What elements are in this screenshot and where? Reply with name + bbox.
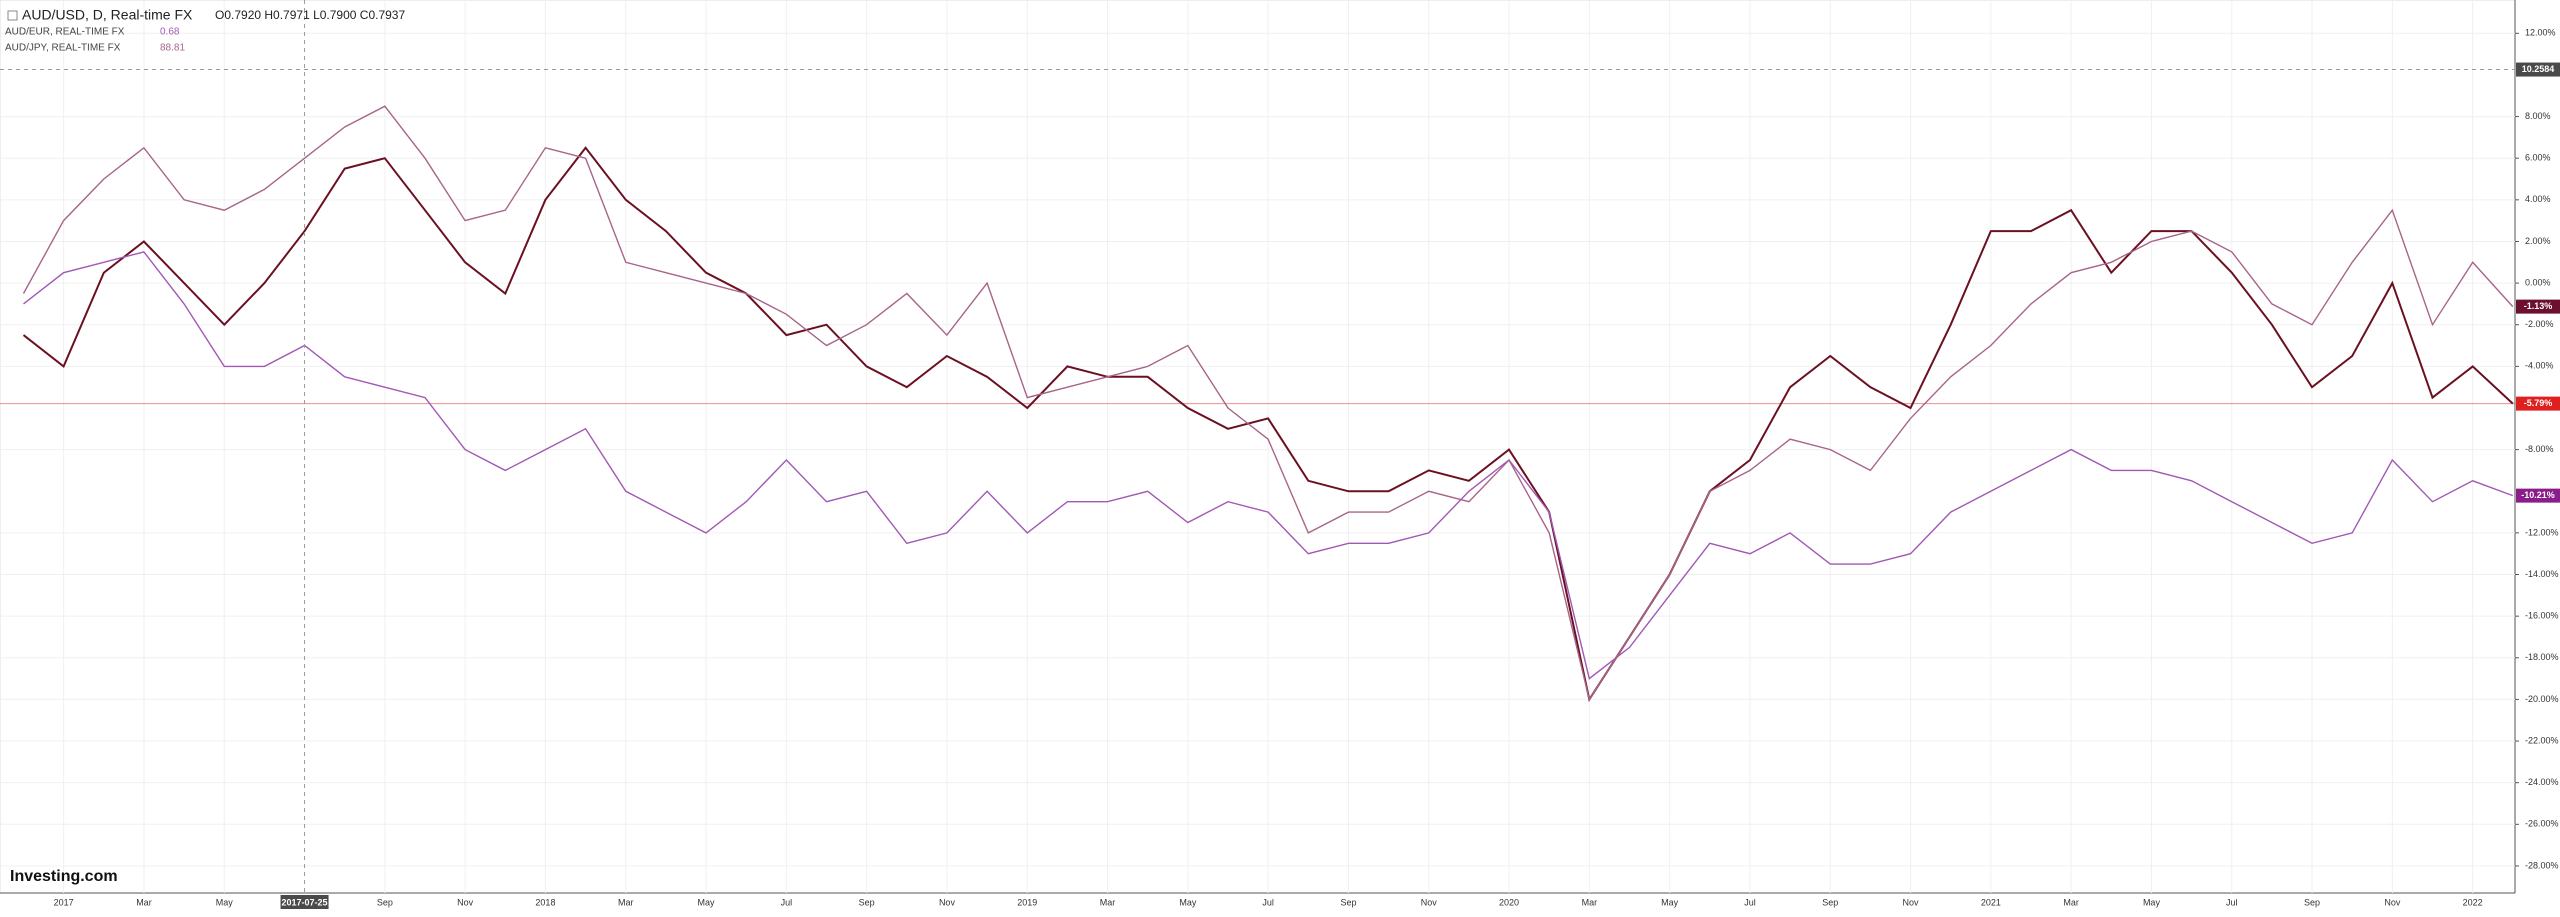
y-tick-label: -28.00% <box>2525 860 2559 870</box>
x-tick-label: Nov <box>1903 897 1920 907</box>
grid <box>0 0 2519 893</box>
x-tick-label: May <box>698 897 716 907</box>
x-tick-label: Sep <box>377 897 393 907</box>
y-tick-label: -14.00% <box>2525 569 2559 579</box>
last-value-box <box>2516 396 2560 411</box>
legend-entry: AUD/EUR, REAL-TIME FX <box>5 27 125 38</box>
y-tick-label: -24.00% <box>2525 777 2559 787</box>
crosshair-x-box <box>280 895 329 909</box>
y-tick-label: -18.00% <box>2525 652 2559 662</box>
x-tick-label: May <box>1179 897 1197 907</box>
x-tick-label: 2021 <box>1981 897 2001 907</box>
x-tick-label: 2019 <box>1017 897 1037 907</box>
x-tick-label: 2020 <box>1499 897 1519 907</box>
x-tick-label: Nov <box>939 897 956 907</box>
y-tick-label: -2.00% <box>2525 319 2554 329</box>
x-tick-label: 2022 <box>2463 897 2483 907</box>
y-tick-label: -8.00% <box>2525 444 2554 454</box>
labels: 12.00% 8.00% 6.00% 4.00% 2.00% 0.00% -2.00% -4.… <box>54 28 2560 909</box>
collapse-icon[interactable] <box>7 10 18 21</box>
crosshair-x-label: 2017-07-25 <box>282 897 328 907</box>
series-lines <box>0 0 2515 893</box>
x-tick-label: Mar <box>1582 897 1598 907</box>
x-tick-label: Mar <box>136 897 152 907</box>
series-title: AUD/USD, D, Real-time FX <box>22 7 193 23</box>
y-tick-label: -26.00% <box>2525 819 2559 829</box>
x-tick-label: Mar <box>1100 897 1116 907</box>
last-value-box <box>2516 299 2560 314</box>
plot-area <box>0 0 2516 894</box>
x-tick-label: Sep <box>1340 897 1356 907</box>
y-tick-label: -16.00% <box>2525 611 2559 621</box>
x-tick-label: Jul <box>781 897 793 907</box>
x-tick-label: 2017 <box>54 897 74 907</box>
series-line <box>22 105 2514 702</box>
legend-quote: 88.81 <box>160 43 185 54</box>
x-tick-label: 2018 <box>535 897 555 907</box>
last-value-box <box>2516 488 2560 503</box>
y-tick-label: 12.00% <box>2525 28 2556 38</box>
x-tick-label: Nov <box>1421 897 1438 907</box>
x-tick-label: May <box>1661 897 1679 907</box>
y-tick-label: 6.00% <box>2525 153 2551 163</box>
x-tick-label: Jul <box>1262 897 1274 907</box>
series-line <box>22 146 2514 702</box>
x-tick-label: Sep <box>859 897 875 907</box>
last-value-label: -1.13% <box>2524 301 2553 311</box>
y-tick-label: 8.00% <box>2525 111 2551 121</box>
x-tick-label: Sep <box>2304 897 2320 907</box>
x-tick-label: Sep <box>1822 897 1838 907</box>
logo: Investing.com <box>10 868 118 885</box>
last-value-label: -5.79% <box>2524 398 2553 408</box>
x-tick-label: Mar <box>618 897 634 907</box>
legend-entry: AUD/JPY, REAL-TIME FX <box>5 43 121 54</box>
y-tick-label: -20.00% <box>2525 694 2559 704</box>
x-tick-label: Jul <box>2226 897 2238 907</box>
y-tick-label: -4.00% <box>2525 361 2554 371</box>
last-value-label: -10.21% <box>2521 490 2555 500</box>
legend-quote: 0.68 <box>160 27 180 38</box>
x-tick-label: Jul <box>1744 897 1756 907</box>
series-line <box>23 251 2514 680</box>
y-tick-label: 2.00% <box>2525 236 2551 246</box>
crosshair-y-label: 10.2584 <box>2522 64 2555 74</box>
y-tick-label: -22.00% <box>2525 735 2559 745</box>
y-tick-label: 4.00% <box>2525 194 2551 204</box>
x-tick-label: Mar <box>2063 897 2079 907</box>
x-tick-label: Nov <box>457 897 474 907</box>
y-tick-label: 0.00% <box>2525 277 2551 287</box>
x-tick-label: May <box>216 897 234 907</box>
crosshair-y-box <box>2516 62 2560 77</box>
y-tick-label: -12.00% <box>2525 527 2559 537</box>
ohlc-quote: O0.7920 H0.7971 L0.7900 C0.7937 <box>215 8 405 22</box>
x-tick-label: Nov <box>2384 897 2401 907</box>
x-tick-label: May <box>2143 897 2161 907</box>
